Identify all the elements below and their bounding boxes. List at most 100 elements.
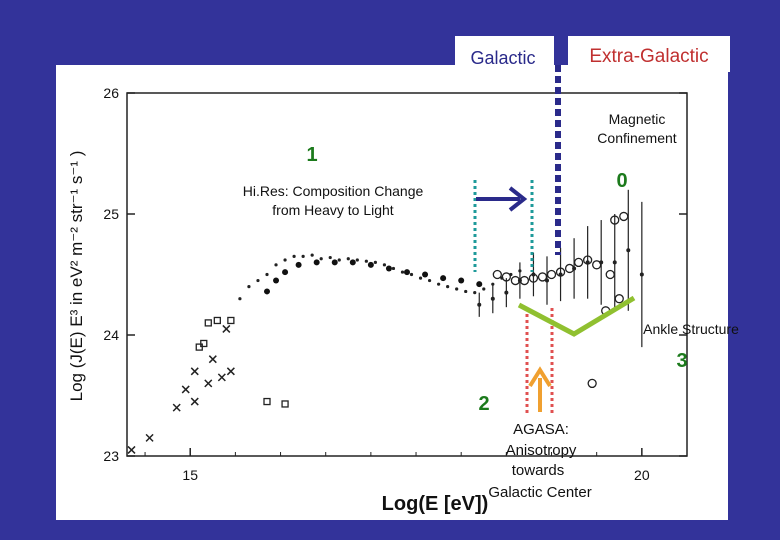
point-open-circle-1	[501, 272, 512, 282]
data-marks	[127, 189, 644, 454]
extra-galactic-label: Extra-Galactic	[589, 46, 708, 67]
point-square-3	[213, 316, 221, 325]
point-dot-19	[409, 272, 414, 277]
plot-frame	[126, 92, 688, 457]
y-tick-label-0: 23	[103, 448, 119, 464]
point-dot-2	[256, 278, 260, 283]
y-tick-label-1: 24	[103, 327, 119, 343]
hires-label-line2: from Heavy to Light	[272, 202, 393, 218]
point-filled-circle-13	[476, 281, 483, 288]
point-filled-circle-2	[282, 269, 289, 276]
point-dot-6	[292, 254, 296, 258]
point-x-6	[226, 367, 235, 376]
agasa-label-line1: AGASA:	[513, 421, 569, 438]
point-error-bar-1	[490, 284, 495, 314]
point-x-5	[217, 373, 226, 382]
point-open-circle-6	[546, 269, 557, 280]
galactic-label-box	[455, 36, 554, 72]
point-filled-circle-0	[264, 288, 270, 295]
point-x-10	[190, 367, 199, 376]
magnetic-label-line2: Confinement	[597, 130, 676, 146]
point-filled-circle-11	[440, 275, 447, 282]
point-open-circle-15	[605, 269, 615, 280]
point-filled-circle-4	[313, 259, 320, 266]
point-x-2	[172, 403, 181, 412]
point-dot-21	[427, 278, 432, 283]
y-axis-label: Log (J(E) E³ in eV² m⁻² str⁻¹ s⁻¹ )	[67, 151, 86, 402]
point-dot-20	[418, 276, 423, 280]
point-square-1	[200, 339, 208, 348]
point-dot-14	[364, 259, 368, 263]
agasa-label-line3: towards	[512, 462, 565, 479]
point-dot-27	[482, 287, 486, 291]
point-filled-circle-5	[331, 259, 338, 266]
x-tick-label-1: 20	[634, 467, 650, 483]
point-dot-0	[238, 297, 242, 301]
point-filled-circle-8	[385, 265, 392, 272]
point-dot-24	[455, 287, 459, 291]
point-open-circle-8	[564, 263, 575, 274]
point-dot-12	[346, 257, 350, 261]
point-dot-26	[473, 291, 477, 295]
point-filled-circle-9	[404, 269, 410, 276]
ankle-label: Ankle Structure	[643, 321, 739, 337]
point-dot-18	[400, 270, 405, 274]
point-x-0	[127, 445, 136, 454]
point-error-bar-2	[504, 278, 509, 308]
agasa-label-line4: Galactic Center	[488, 484, 591, 501]
marker-0: 0	[616, 170, 627, 192]
point-dot-7	[301, 254, 305, 258]
point-filled-circle-10	[422, 271, 429, 278]
point-open-circle-5	[537, 272, 548, 282]
magnetic-label-line1: Magnetic	[609, 111, 666, 127]
point-dot-9	[319, 257, 323, 261]
point-dot-16	[382, 263, 387, 267]
point-open-circle-9	[573, 257, 584, 268]
point-open-circle-10	[582, 255, 593, 265]
point-dot-4	[274, 263, 278, 267]
extra-galactic-label-box	[568, 36, 730, 72]
point-error-bar-0	[477, 292, 482, 317]
point-open-circle-13	[610, 215, 620, 225]
point-x-9	[222, 324, 231, 333]
point-dot-17	[391, 266, 396, 271]
hires-label-line1: Hi.Res: Composition Change	[243, 183, 424, 199]
point-x-3	[190, 397, 199, 406]
point-filled-circle-7	[367, 261, 374, 268]
point-filled-circle-1	[273, 277, 280, 284]
shift-arrow-head	[508, 186, 528, 212]
point-open-circle-14	[619, 211, 629, 222]
marker-1: 1	[306, 144, 317, 166]
point-dot-13	[355, 258, 359, 262]
marker-2: 2	[478, 393, 489, 415]
point-filled-circle-6	[349, 259, 356, 266]
point-dot-22	[437, 282, 441, 286]
point-dot-3	[265, 272, 269, 277]
point-dot-10	[328, 255, 332, 260]
galactic-label: Galactic	[470, 48, 535, 68]
point-dot-11	[337, 258, 341, 262]
point-dot-5	[283, 258, 287, 262]
point-open-circle-0	[492, 269, 502, 280]
point-dot-1	[247, 285, 251, 289]
point-open-circle-17	[587, 378, 597, 389]
point-error-bar-11	[626, 189, 631, 311]
point-square-4	[227, 316, 235, 325]
agasa-arrow-head	[528, 366, 552, 388]
point-x-7	[181, 385, 190, 394]
point-error-bar-12	[639, 201, 644, 348]
ankle-v-marker	[517, 295, 636, 337]
point-square-6	[281, 400, 289, 408]
point-dot-15	[373, 260, 377, 264]
point-x-4	[204, 379, 213, 388]
y-tick-label-3: 26	[103, 85, 119, 101]
point-square-2	[204, 319, 212, 327]
point-filled-circle-12	[458, 277, 465, 284]
point-error-bar-10	[612, 214, 617, 311]
point-open-circle-3	[519, 275, 530, 286]
marker-3: 3	[676, 350, 687, 372]
point-square-5	[263, 397, 271, 406]
point-open-circle-4	[528, 273, 539, 283]
